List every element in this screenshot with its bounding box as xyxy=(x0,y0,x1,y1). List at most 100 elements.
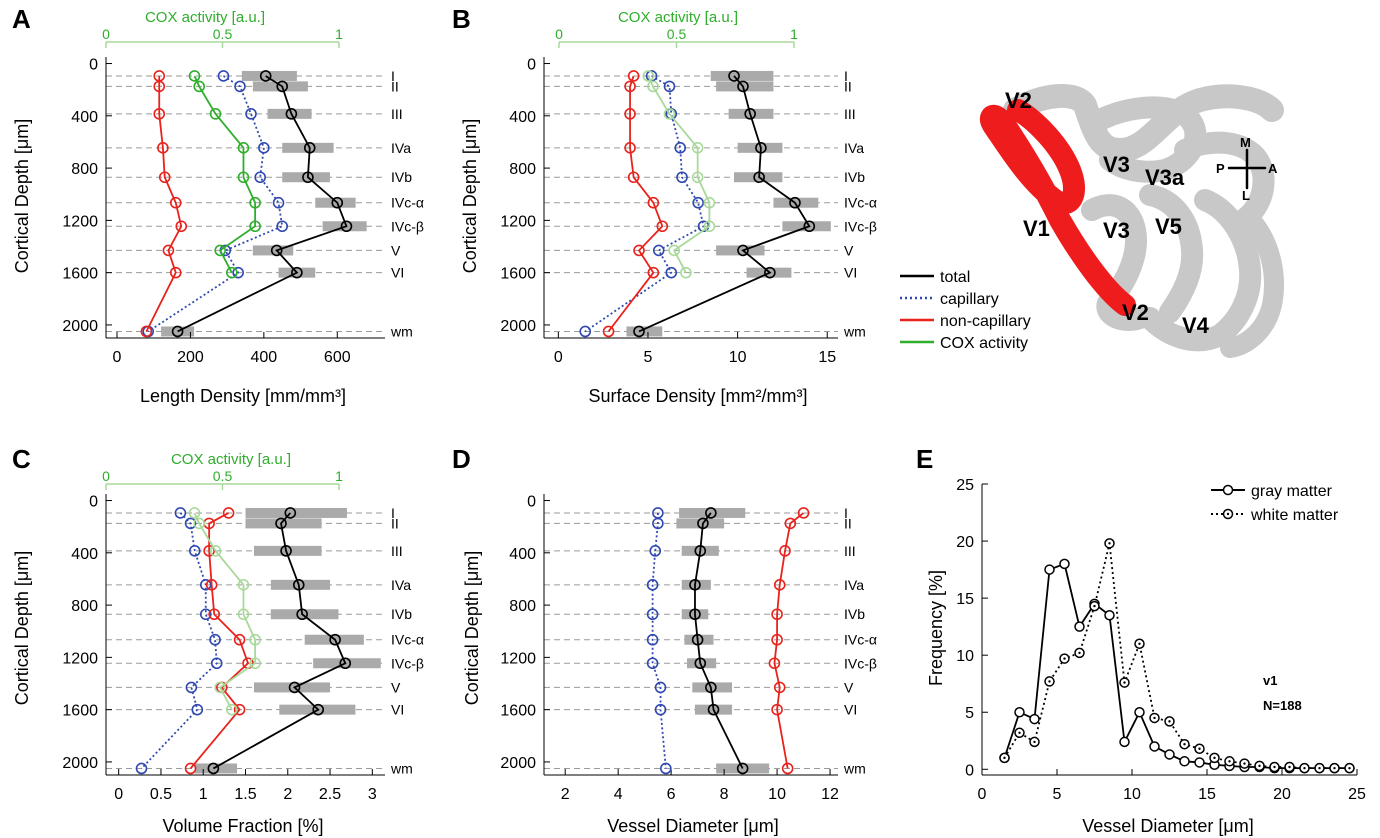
panel-a-x-tick-label: 400 xyxy=(251,349,278,366)
panel-a-marker-total xyxy=(340,220,353,233)
panel-b-marker-total xyxy=(737,80,749,93)
panel-c-layer-label: III xyxy=(391,543,403,559)
panel-d-spread-bar xyxy=(687,658,717,669)
panel-e-y-tick-label: 20 xyxy=(956,534,974,551)
panel-b-marker-cox_light xyxy=(663,108,676,120)
map-label-v3a: V3a xyxy=(1145,165,1185,190)
panel-a-layer-label: IVb xyxy=(391,169,412,185)
panel-c-top-axis-tick-label: 0.5 xyxy=(213,468,233,484)
panel-c-marker-noncap xyxy=(208,608,221,621)
panel-d-marker-noncap xyxy=(784,517,797,530)
panel-a-spread-bar xyxy=(282,172,330,183)
compass-l: L xyxy=(1242,188,1250,203)
panel-e-x-tick-label: 5 xyxy=(1053,786,1062,803)
panel-d-spread-bar xyxy=(716,763,770,774)
panel-a-marker-cox xyxy=(237,142,250,154)
panel-b-layer-label: wm xyxy=(843,323,866,339)
panel-c-top-axis-label: COX activity [a.u.] xyxy=(171,451,291,468)
panel-a-spread-bar xyxy=(252,81,308,92)
panel-a-layer-label: III xyxy=(391,106,403,122)
panel-d-marker-total xyxy=(689,579,701,591)
panel-c-layer-label: wm xyxy=(390,760,413,776)
panel-e-marker-dot-white-matter xyxy=(1183,742,1186,746)
panel-e-x-axis-label: Vessel Diameter [μm] xyxy=(1082,816,1253,836)
panel-a-marker-cox xyxy=(209,108,222,120)
panel-e-marker-dot-white-matter xyxy=(1318,766,1321,770)
panel-e-marker-dot-white-matter xyxy=(1138,642,1141,645)
panel-b-marker-noncap xyxy=(627,171,640,184)
panel-a-marker-capillary xyxy=(234,80,246,93)
panel-d-marker-noncap xyxy=(781,762,794,775)
panel-b-line-capillary xyxy=(584,75,705,333)
panel-e-marker-gray-matter xyxy=(1044,564,1055,575)
panel-e-marker-dot-white-matter xyxy=(1108,542,1111,545)
panel-c-marker-total xyxy=(280,545,292,557)
panel-e-y-tick-label: 25 xyxy=(956,477,974,494)
panel-a-layer-label: I xyxy=(391,68,395,84)
panel-d-marker-capillary xyxy=(652,517,664,530)
panel-c-layer-label: VI xyxy=(391,702,404,718)
panel-b-marker-noncap xyxy=(647,266,660,279)
panel-b-marker-noncap xyxy=(624,108,636,120)
panel-c-marker-total xyxy=(288,681,301,694)
panel-b-layer-label: IVa xyxy=(844,140,864,156)
panel-c-x-tick-label: 1 xyxy=(199,786,208,803)
panel-c-spread-bar xyxy=(253,545,322,556)
panel-b-marker-noncap xyxy=(633,244,645,257)
panel-e-marker-dot-white-matter xyxy=(1303,766,1306,770)
panel-b-layer-label: V xyxy=(844,242,854,258)
panel-a-series xyxy=(140,70,353,338)
panel-a-marker-noncap xyxy=(153,80,166,93)
panel-b-layer-label: II xyxy=(844,78,852,94)
panel-a-marker-noncap xyxy=(175,220,188,233)
map-gyrus-upper xyxy=(1003,83,1284,162)
panel-c-marker-total xyxy=(207,762,220,775)
panel-e-marker-dot-white-matter xyxy=(1048,680,1051,683)
series-legend: total capillary non-capillary COX activi… xyxy=(900,269,1031,352)
panel-e-marker-dot-white-matter xyxy=(1258,764,1261,768)
panel-d-marker-capillary xyxy=(646,633,659,646)
panel-b-marker-noncap xyxy=(602,325,615,338)
panel-b-layer-label: VI xyxy=(844,265,857,281)
panel-d-layer-label: IVb xyxy=(844,606,865,622)
panel-c-marker-cox_light xyxy=(237,608,250,621)
panel-a-marker-total xyxy=(302,171,314,184)
panel-b-y-tick-label: 1200 xyxy=(500,213,536,230)
panel-d-layer-label: II xyxy=(844,515,852,531)
panel-e-line-white-matter xyxy=(1003,543,1350,770)
map-v1-stripe xyxy=(979,99,1136,316)
legend-gray-matter-label: gray matter xyxy=(1251,483,1333,500)
panel-a-marker-total xyxy=(276,80,289,93)
panel-c-spread-bar xyxy=(270,579,331,590)
panel-b-line-total xyxy=(638,75,811,333)
panel-c-marker-capillary xyxy=(184,517,197,530)
panel-d-layer-grid xyxy=(544,512,838,769)
panel-b-marker-total xyxy=(744,108,756,120)
panel-b-marker-noncap xyxy=(627,70,640,82)
panel-c-marker-total xyxy=(312,703,325,716)
panel-e-marker-gray-matter xyxy=(1179,756,1190,767)
panel-c-y-tick-label: 400 xyxy=(71,546,98,563)
panel-e-annotation-area: v1 xyxy=(1263,673,1277,688)
panel-c-marker-capillary xyxy=(210,657,223,670)
panel-d-marker-capillary xyxy=(654,703,667,716)
panel-c-marker-noncap xyxy=(203,545,215,557)
panel-e-marker-dot-white-matter xyxy=(1333,766,1336,770)
map-fold-v5 xyxy=(1139,184,1204,323)
panel-e-x-tick-label: 15 xyxy=(1198,786,1216,803)
panel-a-x-tick-label: 0 xyxy=(113,349,122,366)
panel-a-top-axis-tick-label: 0.5 xyxy=(213,26,233,42)
panel-b-x-tick-label: 5 xyxy=(644,349,653,366)
panel-d-marker-total xyxy=(694,545,707,557)
map-fold-v4 xyxy=(1139,189,1262,352)
panel-d-marker-total xyxy=(705,681,717,694)
panel-d-marker-noncap xyxy=(773,681,786,694)
panel-e-marker-gray-matter xyxy=(1149,741,1160,752)
panel-b-marker-noncap xyxy=(647,196,660,209)
panel-c-marker-noncap xyxy=(205,579,218,591)
panel-c-x-tick-label: 2.5 xyxy=(319,786,341,803)
panel-e-marker-dot-white-matter xyxy=(1213,756,1216,760)
panel-d-marker-noncap xyxy=(773,579,786,591)
